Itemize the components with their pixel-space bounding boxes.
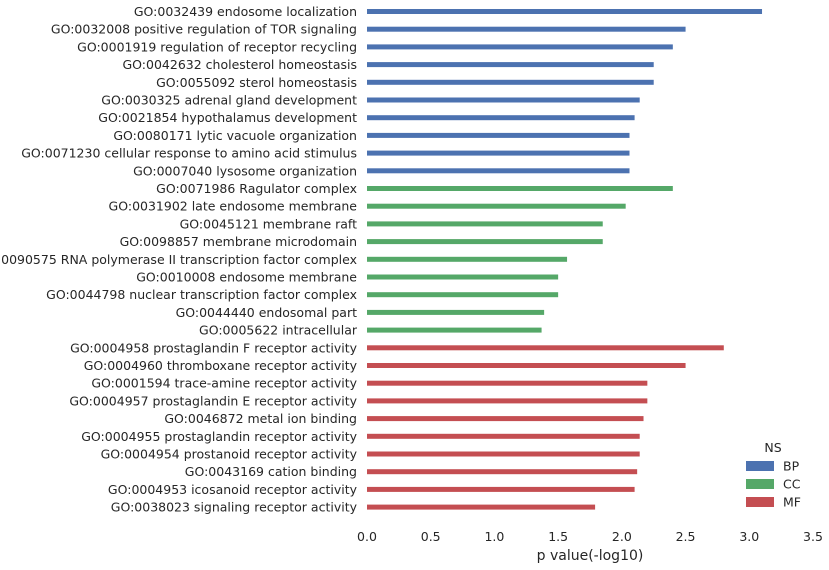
bar-22	[367, 380, 648, 386]
bar-23	[367, 398, 648, 404]
bar-27	[367, 469, 638, 475]
bars-group	[367, 9, 763, 510]
bar-25	[367, 433, 640, 439]
bar-18	[367, 309, 545, 315]
category-label: GO:0071230 cellular response to amino ac…	[21, 146, 357, 161]
category-label: GO:0004954 prostanoid receptor activity	[101, 447, 358, 462]
x-axis-title: p value(-log10)	[537, 548, 644, 564]
bar-5	[367, 79, 654, 85]
category-label: GO:0043169 cation binding	[185, 464, 357, 479]
bar-26	[367, 451, 640, 457]
bar-20	[367, 345, 724, 351]
category-label: GO:0021854 hypothalamus development	[98, 110, 357, 125]
category-label: GO:0071986 Ragulator complex	[156, 181, 357, 196]
x-tick-label: 2.0	[612, 529, 632, 544]
bar-11	[367, 186, 673, 191]
category-label: GO:0032439 endosome localization	[134, 4, 357, 19]
bar-3	[367, 44, 673, 50]
bar-7	[367, 115, 635, 121]
legend-swatch-bp	[746, 461, 774, 471]
category-label: GO:0004960 thromboxane receptor activity	[84, 358, 358, 373]
x-tick-label: 0.0	[357, 529, 377, 544]
category-label: GO:0098857 membrane microdomain	[120, 234, 357, 249]
bar-9	[367, 150, 630, 156]
category-label: GO:0031902 late endosome membrane	[109, 199, 358, 214]
category-label: GO:0044798 nuclear transcription factor …	[46, 287, 357, 302]
x-tick-label: 0.5	[421, 529, 441, 544]
bar-6	[367, 97, 640, 103]
bar-8	[367, 132, 630, 138]
bar-14	[367, 239, 603, 245]
bar-24	[367, 416, 644, 422]
x-tick-label: 1.5	[548, 529, 568, 544]
bar-4	[367, 62, 654, 68]
category-label: GO:0038023 signaling receptor activity	[111, 500, 358, 515]
x-tick-label: 2.5	[676, 529, 696, 544]
category-label: GO:0046872 metal ion binding	[164, 411, 357, 426]
bar-15	[367, 256, 568, 262]
legend-swatch-mf	[746, 497, 774, 507]
category-label: GO:0007040 lysosome organization	[133, 163, 357, 178]
category-label: GO:0004955 prostaglandin receptor activi…	[81, 429, 357, 444]
x-tick-label: 1.0	[484, 529, 504, 544]
category-label: GO:0001594 trace-amine receptor activity	[91, 376, 357, 391]
bar-10	[367, 168, 630, 174]
bar-21	[367, 363, 686, 368]
x-tick-label: 3.0	[739, 529, 759, 544]
bar-13	[367, 221, 603, 227]
category-label: GO:0004957 prostaglandin E receptor acti…	[69, 393, 357, 408]
category-label: GO:0090575 RNA polymerase II transcripti…	[0, 252, 357, 267]
category-label: GO:0030325 adrenal gland development	[101, 93, 357, 108]
category-label: GO:0080171 lytic vacuole organization	[113, 128, 357, 143]
category-label: GO:0004958 prostaglandin F receptor acti…	[70, 340, 358, 355]
bar-28	[367, 486, 635, 492]
legend-title: NS	[764, 440, 781, 455]
category-label: GO:0004953 icosanoid receptor activity	[108, 482, 358, 497]
bar-12	[367, 203, 626, 209]
bar-17	[367, 292, 559, 298]
category-labels: GO:0032439 endosome localization GO:00320…	[0, 4, 358, 515]
category-label: GO:0044440 endosomal part	[176, 305, 358, 320]
category-label: GO:0032008 positive regulation of TOR si…	[51, 22, 357, 37]
category-label: GO:0001919 regulation of receptor recycl…	[77, 39, 357, 54]
bar-16	[367, 274, 559, 280]
x-axis-ticks: 0.0 0.5 1.0 1.5 2.0 2.5 3.0 3.5	[357, 529, 823, 544]
legend-label-mf: MF	[783, 495, 801, 510]
category-label: GO:0010008 endosome membrane	[136, 270, 357, 285]
legend-label-bp: BP	[783, 459, 800, 474]
legend: NS BP CC MF	[746, 440, 801, 510]
bar-2	[367, 26, 686, 32]
legend-swatch-cc	[746, 479, 774, 489]
category-label: GO:0045121 membrane raft	[180, 216, 358, 231]
category-label: GO:0042632 cholesterol homeostasis	[123, 57, 358, 72]
bar-19	[367, 327, 542, 333]
category-label: GO:0055092 sterol homeostasis	[156, 75, 357, 90]
legend-label-cc: CC	[783, 477, 801, 492]
category-label: GO:0005622 intracellular	[199, 323, 358, 338]
bar-1	[367, 9, 763, 14]
bar-29	[367, 504, 596, 510]
x-tick-label: 3.5	[803, 529, 823, 544]
